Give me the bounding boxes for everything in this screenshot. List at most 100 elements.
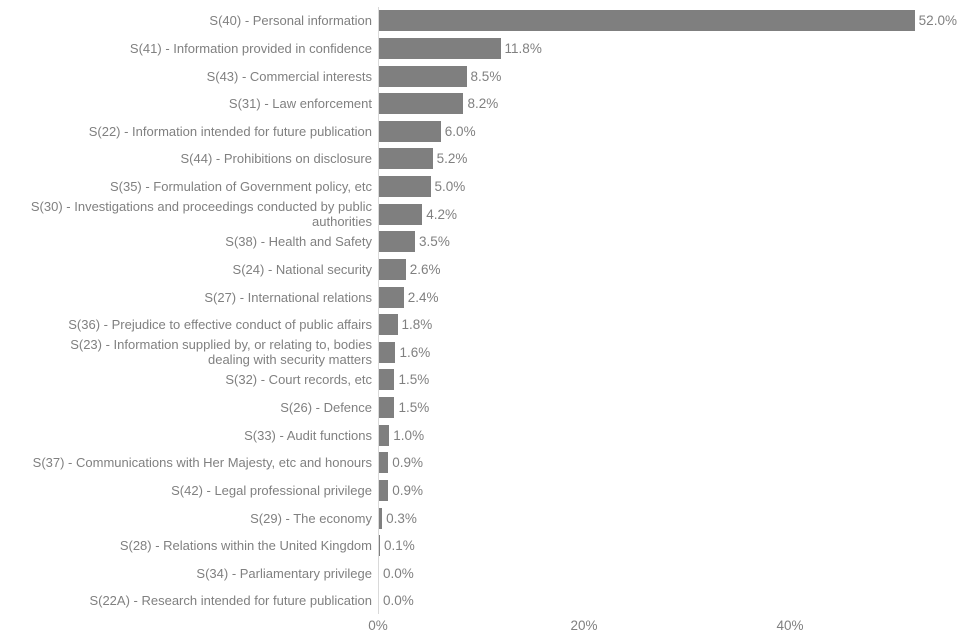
chart-row: S(36) - Prejudice to effective conduct o… [0, 311, 960, 339]
category-label: S(24) - National security [232, 261, 372, 277]
bar-area: 8.5% [378, 62, 960, 90]
x-axis: 0% 20% 40% [0, 616, 960, 640]
chart-row: S(38) - Health and Safety 3.5% [0, 228, 960, 256]
chart-row: S(28) - Relations within the United King… [0, 532, 960, 560]
bar-area: 2.6% [378, 256, 960, 284]
chart-row: S(32) - Court records, etc 1.5% [0, 366, 960, 394]
bar-area: 1.6% [378, 339, 960, 367]
bar-area: 1.8% [378, 311, 960, 339]
category-label: S(38) - Health and Safety [225, 234, 372, 250]
chart-row: S(24) - National security 2.6% [0, 256, 960, 284]
chart-row: S(23) - Information supplied by, or rela… [0, 337, 960, 367]
bar-area: 5.0% [378, 173, 960, 201]
category-label: S(43) - Commercial interests [206, 68, 372, 84]
value-label: 1.6% [399, 344, 431, 360]
bar [379, 535, 381, 557]
value-label: 0.1% [384, 538, 415, 554]
bar-area: 0.0% [378, 560, 960, 588]
bar [379, 203, 423, 225]
x-axis-tick-label: 0% [368, 618, 388, 633]
bar-area: 8.2% [378, 90, 960, 118]
bar [379, 65, 467, 87]
bar [379, 341, 396, 363]
category-label: S(42) - Legal professional privilege [171, 482, 372, 498]
bar-area: 0.3% [378, 504, 960, 532]
chart-row: S(33) - Audit functions 1.0% [0, 421, 960, 449]
bar-area: 0.9% [378, 477, 960, 505]
bar [379, 148, 433, 170]
bar-area: 3.5% [378, 228, 960, 256]
value-label: 1.0% [393, 427, 425, 443]
value-label: 6.0% [444, 123, 476, 139]
bar [379, 424, 390, 446]
value-label: 8.5% [470, 68, 502, 84]
value-label: 5.0% [434, 179, 466, 195]
chart-row: S(41) - Information provided in confiden… [0, 35, 960, 63]
value-label: 5.2% [436, 151, 468, 167]
value-label: 0.3% [386, 510, 417, 526]
category-label: S(40) - Personal information [209, 13, 372, 29]
bar-area: 0.1% [378, 532, 960, 560]
bar [379, 231, 416, 253]
category-label: S(35) - Formulation of Government policy… [109, 179, 372, 195]
chart-row: S(35) - Formulation of Government policy… [0, 173, 960, 201]
bar-area: 2.4% [378, 283, 960, 311]
category-label: S(31) - Law enforcement [228, 96, 372, 112]
value-label: 0.0% [383, 565, 414, 581]
chart-row: S(40) - Personal information 52.0% [0, 7, 960, 35]
chart-row: S(42) - Legal professional privilege 0.9% [0, 477, 960, 505]
category-label: S(41) - Information provided in confiden… [129, 40, 372, 56]
value-label: 0.9% [392, 455, 424, 471]
bar-area: 52.0% [378, 7, 960, 35]
chart-row: S(26) - Defence 1.5% [0, 394, 960, 422]
category-label: S(30) - Investigations and proceedings c… [30, 199, 372, 230]
chart-row: S(29) - The economy 0.3% [0, 504, 960, 532]
bar [379, 93, 464, 115]
bar [379, 120, 441, 142]
value-label: 8.2% [467, 96, 499, 112]
chart-row: S(37) - Communications with Her Majesty,… [0, 449, 960, 477]
x-axis-tick-label: 40% [776, 618, 804, 633]
value-label: 52.0% [918, 13, 957, 29]
category-label: S(37) - Communications with Her Majesty,… [32, 455, 372, 471]
bar-area: 6.0% [378, 118, 960, 146]
bar-area: 11.8% [378, 35, 960, 63]
bar-area: 0.0% [378, 587, 960, 615]
chart-row: S(30) - Investigations and proceedings c… [0, 199, 960, 230]
chart-rows: S(40) - Personal information 52.0% S(41) -… [0, 7, 960, 615]
category-label: S(33) - Audit functions [244, 427, 372, 443]
bar-area: 0.9% [378, 449, 960, 477]
bar-area: 1.0% [378, 421, 960, 449]
category-label: S(34) - Parliamentary privilege [196, 565, 372, 581]
bar [379, 314, 398, 336]
bar [379, 176, 431, 198]
chart-row: S(22) - Information intended for future … [0, 118, 960, 146]
bar-area: 5.2% [378, 145, 960, 173]
category-label: S(36) - Prejudice to effective conduct o… [68, 317, 372, 333]
bar-area: 1.5% [378, 394, 960, 422]
category-label: S(22) - Information intended for future … [88, 123, 372, 139]
value-label: 1.8% [401, 317, 433, 333]
chart-row: S(31) - Law enforcement 8.2% [0, 90, 960, 118]
value-label: 1.5% [398, 400, 430, 416]
category-label: S(27) - International relations [204, 289, 372, 305]
category-label: S(28) - Relations within the United King… [119, 538, 372, 554]
bar [379, 286, 404, 308]
x-axis-tick-label: 20% [570, 618, 598, 633]
category-label: S(32) - Court records, etc [225, 372, 372, 388]
chart-row: S(43) - Commercial interests 8.5% [0, 62, 960, 90]
value-label: 1.5% [398, 372, 430, 388]
value-label: 3.5% [419, 234, 450, 250]
bar-area: 1.5% [378, 366, 960, 394]
bar [379, 10, 915, 32]
bar [379, 452, 389, 474]
bar [379, 479, 389, 501]
bar [379, 369, 395, 391]
y-axis-line [378, 7, 379, 614]
value-label: 0.0% [383, 593, 414, 609]
value-label: 11.8% [504, 40, 542, 56]
bar [379, 397, 395, 419]
chart-row: S(22A) - Research intended for future pu… [0, 587, 960, 615]
chart-row: S(44) - Prohibitions on disclosure 5.2% [0, 145, 960, 173]
